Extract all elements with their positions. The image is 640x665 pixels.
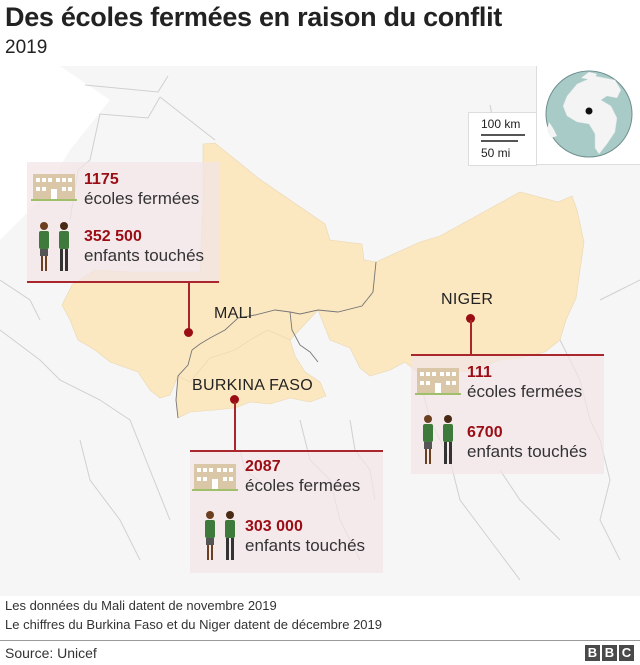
scale-mi: 50 mi: [481, 146, 511, 160]
burkina-schools: 2087 écoles fermées: [245, 458, 360, 495]
burkina-schools-label: écoles fermées: [245, 476, 361, 495]
callout-niger-rule: [411, 354, 604, 356]
locator-globe: [536, 66, 640, 165]
note-mali: Les données du Mali datent de novembre 2…: [5, 598, 277, 613]
label-burkina-faso: BURKINA FASO: [192, 377, 313, 394]
burkina-children: 303 000 enfants touchés: [245, 518, 365, 555]
burkina-children-count: 303 000: [245, 518, 303, 535]
marker-niger: [466, 314, 475, 323]
chart-title: Des écoles fermées en raison du conflit: [5, 2, 502, 32]
niger-schools-count: 111: [467, 364, 492, 381]
callout-mali-rule: [27, 281, 219, 283]
footer-divider: [0, 640, 640, 641]
scale-km: 100 km: [481, 117, 521, 131]
children-icon: [205, 511, 235, 560]
mali-children-label: enfants touchés: [84, 246, 205, 265]
school-icon: [415, 368, 461, 395]
niger-schools-label: écoles fermées: [467, 382, 583, 401]
niger-children-label: enfants touchés: [467, 442, 588, 461]
mali-children: 352 500 enfants touchés: [84, 228, 204, 265]
niger-children-count: 6700: [467, 424, 503, 441]
niger-schools: 111 écoles fermées: [467, 364, 582, 401]
mali-children-count: 352 500: [84, 228, 142, 245]
bbc-logo: B B C: [585, 645, 634, 661]
callout-burkina-leader: [234, 402, 236, 450]
callout-niger-leader: [470, 320, 472, 354]
school-icon: [31, 174, 77, 201]
marker-mali: [184, 328, 193, 337]
label-niger: NIGER: [441, 291, 494, 308]
chart-subtitle: 2019: [5, 37, 48, 58]
country-burkina-faso: [175, 329, 327, 419]
burkina-children-label: enfants touchés: [245, 536, 366, 555]
children-icon: [39, 222, 69, 271]
bbc-logo-letter: C: [619, 645, 634, 661]
map: MALI NIGER BURKINA FASO 1175 écoles ferm…: [0, 66, 640, 596]
mali-schools-count: 1175: [84, 171, 119, 188]
school-icon: [192, 464, 238, 491]
scale-mi-bar: [481, 140, 518, 142]
mali-schools-label: écoles fermées: [84, 189, 200, 208]
label-mali: MALI: [214, 305, 253, 322]
mali-schools: 1175 écoles fermées: [84, 171, 199, 208]
bbc-logo-letter: B: [585, 645, 600, 661]
bbc-logo-letter: B: [602, 645, 617, 661]
callout-mali-leader: [188, 282, 190, 332]
children-icon: [423, 415, 453, 464]
note-burkina-niger: Le chiffres du Burkina Faso et du Niger …: [5, 617, 382, 632]
marker-burkina-faso: [230, 395, 239, 404]
source-label: Source: Unicef: [5, 645, 97, 661]
internal-borders: [175, 261, 377, 419]
globe-icon: [545, 70, 633, 158]
scale-bar: 100 km 50 mi: [468, 112, 537, 166]
callout-burkina-rule: [190, 450, 383, 452]
scale-km-bar: [481, 134, 525, 136]
burkina-schools-count: 2087: [245, 458, 281, 475]
niger-children: 6700 enfants touchés: [467, 424, 587, 461]
